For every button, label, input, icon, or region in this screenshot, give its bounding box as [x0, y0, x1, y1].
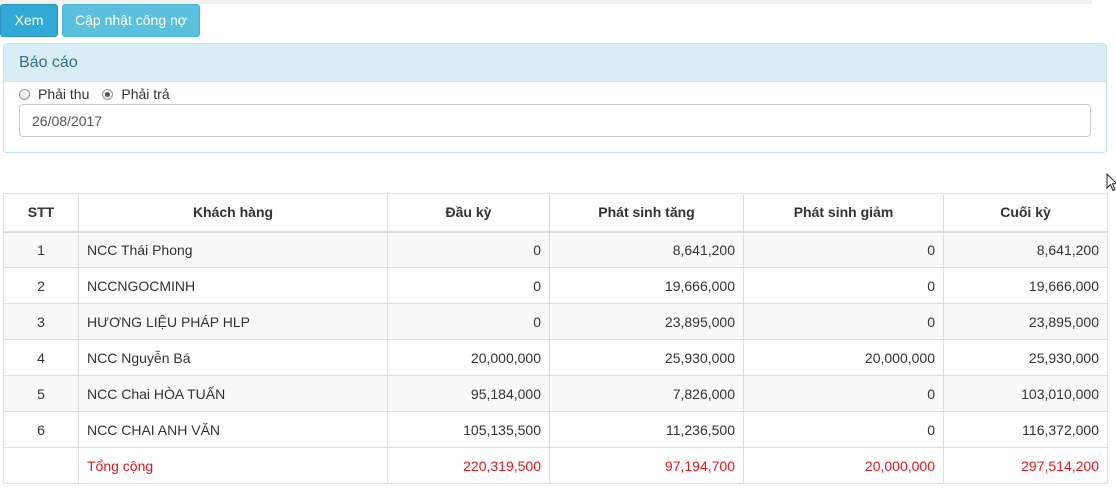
- cell-increase: 23,895,000: [549, 303, 744, 340]
- table-row: 5 NCC Chai HÒA TUẤN 95,184,000 7,826,000…: [3, 375, 1108, 412]
- header-increase[interactable]: Phát sinh tăng: [549, 193, 744, 233]
- header-decrease[interactable]: Phát sinh giảm: [743, 193, 944, 233]
- cell-stt: 5: [3, 375, 79, 412]
- cell-closing-balance: 8,641,200: [943, 231, 1108, 268]
- table-row: 4 NCC Nguyễn Bá 20,000,000 25,930,000 20…: [3, 339, 1108, 376]
- cell-increase: 8,641,200: [549, 231, 744, 268]
- cell-closing-balance: 25,930,000: [943, 339, 1108, 376]
- cell-decrease: 0: [743, 231, 944, 268]
- panel-title: Báo cáo: [4, 44, 1106, 82]
- table-row: 2 NCCNGOCMINH 0 19,666,000 0 19,666,000: [3, 267, 1108, 304]
- cell-increase: 19,666,000: [549, 267, 744, 304]
- header-customer[interactable]: Khách hàng: [78, 193, 388, 233]
- header-closing-balance[interactable]: Cuối kỳ: [943, 193, 1108, 233]
- payable-radio[interactable]: [102, 88, 114, 100]
- total-label: Tổng cộng: [78, 447, 388, 484]
- cell-stt: 4: [3, 339, 79, 376]
- total-decrease: 20,000,000: [743, 447, 944, 484]
- cell-opening-balance: 20,000,000: [387, 339, 550, 376]
- table-header-row: STT Khách hàng Đầu kỳ Phát sinh tăng Phá…: [3, 193, 1108, 233]
- total-increase: 97,194,700: [549, 447, 744, 484]
- cell-stt: 2: [3, 267, 79, 304]
- update-debt-button[interactable]: Cập nhật công nợ: [62, 4, 200, 37]
- top-strip: [0, 0, 1092, 4]
- total-closing-balance: 297,514,200: [943, 447, 1108, 484]
- date-input[interactable]: [19, 104, 1091, 137]
- cell-decrease: 0: [743, 375, 944, 412]
- cell-decrease: 20,000,000: [743, 339, 944, 376]
- header-opening-balance[interactable]: Đầu kỳ: [387, 193, 550, 233]
- cell-opening-balance: 0: [387, 267, 550, 304]
- report-panel: Báo cáo Phải thu Phải trả: [3, 43, 1107, 153]
- total-row: Tổng cộng 220,319,500 97,194,700 20,000,…: [3, 447, 1108, 484]
- cell-closing-balance: 23,895,000: [943, 303, 1108, 340]
- mouse-cursor-icon: [1106, 173, 1116, 192]
- cell-customer: NCCNGOCMINH: [78, 267, 388, 304]
- cell-customer: NCC CHAI ANH VĂN: [78, 411, 388, 448]
- cell-closing-balance: 19,666,000: [943, 267, 1108, 304]
- cell-opening-balance: 0: [387, 231, 550, 268]
- table-row: 3 HƯƠNG LIỆU PHÁP HLP 0 23,895,000 0 23,…: [3, 303, 1108, 340]
- view-button[interactable]: Xem: [0, 4, 58, 37]
- receivable-radio[interactable]: [19, 88, 30, 100]
- cell-customer: NCC Nguyễn Bá: [78, 339, 388, 376]
- cell-opening-balance: 95,184,000: [387, 375, 550, 412]
- cell-stt: 3: [3, 303, 79, 340]
- cell-closing-balance: 116,372,000: [943, 411, 1108, 448]
- cell-closing-balance: 103,010,000: [943, 375, 1108, 412]
- header-stt[interactable]: STT: [3, 193, 79, 233]
- cell-customer: NCC Thái Phong: [78, 231, 388, 268]
- cell-increase: 25,930,000: [549, 339, 744, 376]
- total-stt-cell: [3, 447, 79, 484]
- table-row: 6 NCC CHAI ANH VĂN 105,135,500 11,236,50…: [3, 411, 1108, 448]
- cell-increase: 7,826,000: [549, 375, 744, 412]
- cell-decrease: 0: [743, 411, 944, 448]
- table-row: 1 NCC Thái Phong 0 8,641,200 0 8,641,200: [3, 231, 1108, 268]
- cell-decrease: 0: [743, 303, 944, 340]
- cell-decrease: 0: [743, 267, 944, 304]
- payable-radio-label[interactable]: Phải trả: [121, 86, 170, 102]
- cell-customer: HƯƠNG LIỆU PHÁP HLP: [78, 303, 388, 340]
- cell-stt: 1: [3, 231, 79, 268]
- receivable-radio-label[interactable]: Phải thu: [38, 86, 90, 102]
- cell-opening-balance: 0: [387, 303, 550, 340]
- cell-customer: NCC Chai HÒA TUẤN: [78, 375, 388, 412]
- cell-increase: 11,236,500: [549, 411, 744, 448]
- debt-report-table: STT Khách hàng Đầu kỳ Phát sinh tăng Phá…: [3, 193, 1108, 484]
- report-type-radio-group: Phải thu Phải trả: [19, 85, 183, 103]
- total-opening-balance: 220,319,500: [387, 447, 550, 484]
- cell-stt: 6: [3, 411, 79, 448]
- cell-opening-balance: 105,135,500: [387, 411, 550, 448]
